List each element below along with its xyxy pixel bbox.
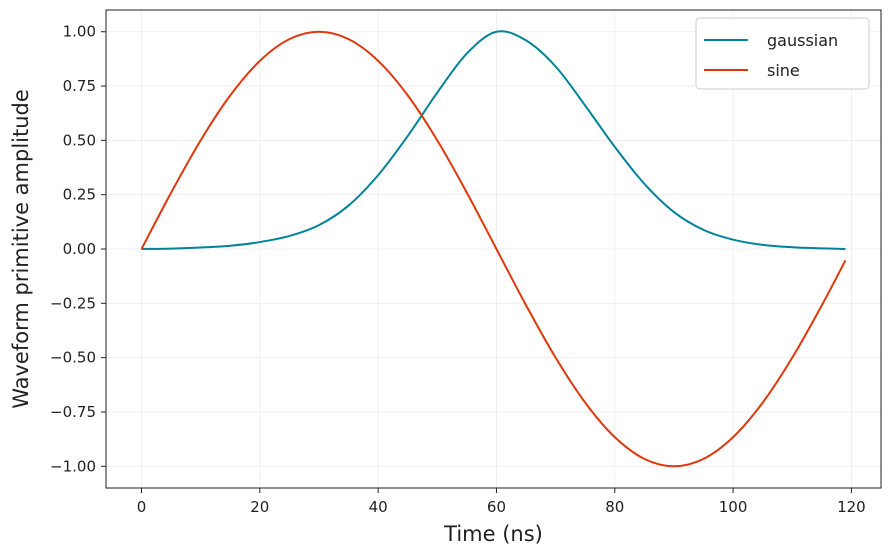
grid: [106, 10, 881, 488]
x-tick-label: 80: [605, 498, 624, 516]
y-tick-label: 0.25: [63, 186, 96, 204]
y-tick-label: 1.00: [63, 23, 96, 41]
x-tick-label: 0: [137, 498, 147, 516]
y-tick-label: −0.25: [50, 294, 96, 312]
series-line-sine: [140, 30, 847, 468]
y-tick-label: −0.75: [50, 403, 96, 421]
x-tick-label: 20: [250, 498, 269, 516]
y-tick-label: 0.75: [63, 77, 96, 95]
x-axis: 0 20 40 60 80 100 120: [137, 488, 866, 516]
y-tick-label: 0.50: [63, 131, 96, 149]
y-axis: 1.00 0.75 0.50 0.25 0.00 −0.25 −0.50 −0.75 −1.00: [50, 23, 106, 475]
legend-box: [695, 17, 870, 90]
y-tick-label: −0.50: [50, 349, 96, 367]
x-axis-title: Time (ns): [443, 522, 543, 546]
y-axis-title: Waveform primitive amplitude: [9, 89, 33, 409]
y-tick-label: 0.00: [63, 240, 96, 258]
series-layer: [140, 30, 847, 468]
x-tick-label: 60: [487, 498, 506, 516]
legend-label-sine: sine: [767, 61, 800, 80]
series-line-gaussian: [141, 30, 846, 250]
y-tick-label: −1.00: [50, 457, 96, 475]
x-tick-label: 100: [719, 498, 748, 516]
legend-label-gaussian: gaussian: [767, 31, 838, 50]
x-tick-label: 120: [837, 498, 866, 516]
legend: gaussian sine: [695, 17, 870, 90]
x-tick-label: 40: [369, 498, 388, 516]
